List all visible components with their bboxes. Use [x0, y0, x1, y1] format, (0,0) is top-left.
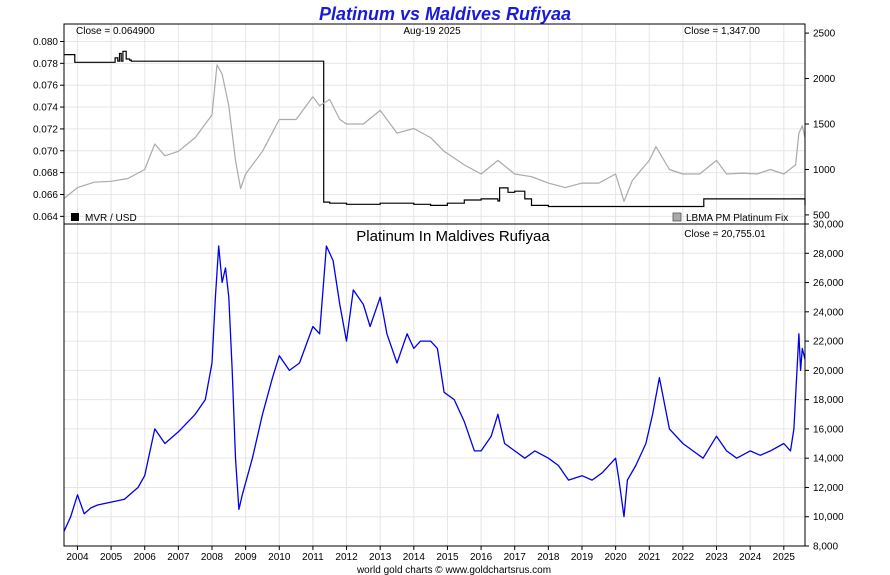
- x-tick-label: 2012: [335, 552, 358, 563]
- x-tick-label: 2010: [268, 552, 291, 563]
- platinum-layer: [63, 64, 806, 202]
- top-left-tick-label: 0.066: [33, 190, 58, 201]
- bottom-right-tick-label: 18,000: [813, 395, 844, 406]
- x-tick-label: 2025: [773, 552, 796, 563]
- bottom-right-axis: 30,000 28,000 26,000 24,000 22,000 20,000 18,0…: [805, 220, 844, 553]
- mvr-usd-line: [64, 50, 806, 208]
- bottom-right-tick-label: 10,000: [813, 512, 844, 523]
- bottom-panel-title: Platinum In Maldives Rufiyaa: [356, 228, 550, 245]
- x-tick-label: 2024: [739, 552, 762, 563]
- bottom-right-tick-label: 28,000: [813, 249, 844, 260]
- top-right-tick-label: 2500: [813, 29, 836, 40]
- top-left-tick-label: 0.078: [33, 59, 58, 70]
- bottom-close-right: Close = 20,755.01: [684, 229, 766, 240]
- top-left-tick-label: 0.070: [33, 146, 58, 157]
- bottom-right-tick-label: 12,000: [813, 483, 844, 494]
- top-gridlines: [64, 24, 805, 224]
- x-tick-label: 2023: [705, 552, 728, 563]
- platinum-line: [63, 64, 806, 202]
- chart-title: Platinum vs Maldives Rufiyaa: [319, 4, 571, 24]
- top-right-tick-label: 1000: [813, 165, 836, 176]
- top-left-tick-label: 0.080: [33, 37, 58, 48]
- top-panel: 0.080 0.078 0.076 0.074 0.072 0.070 0.068 0.066…: [33, 23, 836, 225]
- top-right-axis: 2500 2000 1500 1000 500: [805, 29, 836, 221]
- x-tick-label: 2018: [537, 552, 560, 563]
- x-tick-label: 2004: [66, 552, 89, 563]
- top-left-tick-label: 0.074: [33, 103, 58, 114]
- top-left-tick-label: 0.064: [33, 212, 58, 223]
- top-left-axis: 0.080 0.078 0.076 0.074 0.072 0.070 0.068 0.066…: [33, 37, 64, 223]
- x-tick-label: 2008: [201, 552, 224, 563]
- legend-platinum-swatch: [672, 212, 682, 222]
- top-right-tick-label: 500: [813, 210, 830, 221]
- bottom-right-tick-label: 22,000: [813, 337, 844, 348]
- x-axis: 2004 2005 2006 2007 2008 2009 2010 2011 2012 2013…: [66, 546, 795, 563]
- platinum-in-rufiyaa-line: [63, 245, 806, 532]
- legend-mvr-swatch: [71, 213, 79, 221]
- bottom-panel-frame: [63, 223, 806, 547]
- bottom-right-tick-label: 26,000: [813, 278, 844, 289]
- bottom-gridlines: [64, 223, 805, 547]
- legend-mvr-label: MVR / USD: [85, 213, 137, 224]
- x-tick-label: 2020: [605, 552, 628, 563]
- bottom-right-tick-label: 24,000: [813, 307, 844, 318]
- top-left-tick-label: 0.072: [33, 124, 58, 135]
- top-left-tick-label: 0.068: [33, 168, 58, 179]
- x-tick-label: 2013: [369, 552, 392, 563]
- x-tick-label: 2007: [167, 552, 190, 563]
- top-left-tick-label: 0.076: [33, 81, 58, 92]
- x-tick-label: 2011: [302, 552, 324, 563]
- ratio-layer: [63, 245, 806, 532]
- top-right-tick-label: 1500: [813, 120, 836, 131]
- legend-platinum-label: LBMA PM Platinum Fix: [686, 213, 788, 224]
- x-tick-label: 2015: [436, 552, 459, 563]
- footer-credit: world gold charts © www.goldchartsrus.co…: [356, 565, 551, 575]
- x-tick-label: 2005: [100, 552, 123, 563]
- bottom-right-tick-label: 14,000: [813, 454, 844, 465]
- x-tick-label: 2022: [672, 552, 695, 563]
- top-right-tick-label: 2000: [813, 74, 836, 85]
- x-tick-label: 2017: [504, 552, 527, 563]
- top-date-label: Aug-19 2025: [403, 26, 461, 37]
- bottom-right-tick-label: 20,000: [813, 366, 844, 377]
- bottom-right-tick-label: 30,000: [813, 220, 844, 231]
- x-tick-label: 2014: [403, 552, 426, 563]
- x-tick-label: 2019: [571, 552, 594, 563]
- top-close-right: Close = 1,347.00: [684, 26, 760, 37]
- x-tick-label: 2016: [470, 552, 493, 563]
- x-tick-label: 2006: [134, 552, 157, 563]
- bottom-panel: 30,000 28,000 26,000 24,000 22,000 20,000 18,0…: [63, 220, 844, 563]
- top-close-left: Close = 0.064900: [76, 26, 155, 37]
- x-tick-label: 2021: [638, 552, 661, 563]
- bottom-right-tick-label: 8,000: [813, 542, 838, 553]
- x-tick-label: 2009: [235, 552, 258, 563]
- mvr-usd-layer: [64, 50, 806, 208]
- bottom-right-tick-label: 16,000: [813, 424, 844, 435]
